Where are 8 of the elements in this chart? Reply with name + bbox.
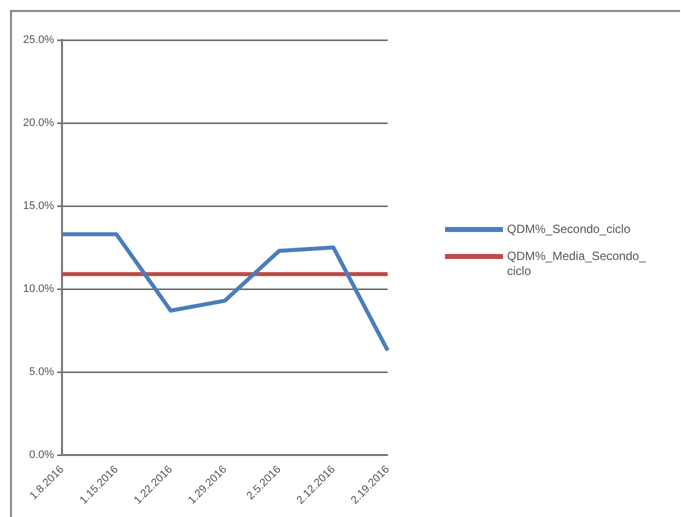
legend-label: QDM%_Media_Secondo_ciclo — [507, 249, 647, 279]
y-tick-label: 15.0% — [22, 200, 54, 212]
y-tick-label: 20.0% — [22, 117, 54, 130]
y-tick-label: 10.0% — [22, 283, 54, 296]
y-tick-label: 5.0% — [29, 366, 54, 378]
legend-label: QDM%_Secondo_ciclo — [507, 222, 632, 237]
y-tick-label: 0.0% — [29, 449, 54, 462]
y-tick-label: 25.0% — [22, 34, 54, 46]
